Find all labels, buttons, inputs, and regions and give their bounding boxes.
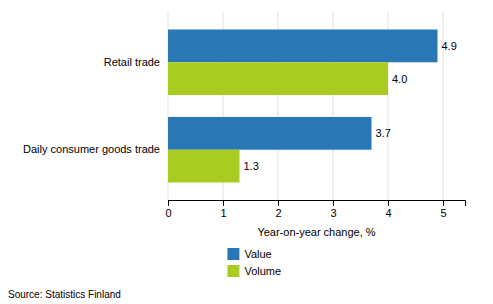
- y-axis: Retail trade Daily consumer goods trade: [23, 56, 160, 155]
- data-label: 4.0: [392, 73, 407, 85]
- tick-mark: [223, 200, 224, 206]
- legend-swatch: [227, 248, 239, 260]
- tick: 3: [330, 200, 336, 219]
- tick-mark: [333, 200, 334, 206]
- legend-label: Value: [244, 248, 271, 260]
- tick-label: 0: [165, 207, 171, 219]
- x-axis-title: Year-on-year change, %: [257, 226, 375, 238]
- tick: Retail trade: [104, 56, 160, 68]
- tick-mark: [443, 200, 444, 206]
- tick-label: Retail trade: [104, 56, 160, 68]
- tick: 4: [385, 200, 391, 219]
- data-labels: 4.9 3.7 4.0 1.3: [244, 40, 457, 172]
- x-axis: 0 1 2 3 4 5: [165, 200, 465, 219]
- tick: 5: [440, 200, 446, 219]
- bar: [168, 150, 240, 183]
- tick-label: Daily consumer goods trade: [23, 143, 160, 155]
- bar: [168, 117, 372, 150]
- legend-swatch: [227, 265, 239, 277]
- tick-mark: [388, 200, 389, 206]
- data-label: 1.3: [244, 160, 259, 172]
- tick: Daily consumer goods trade: [23, 143, 160, 155]
- legend-label: Volume: [244, 265, 281, 277]
- tick-label: 1: [220, 207, 226, 219]
- legend-item: Value: [227, 248, 271, 260]
- tick: 2: [275, 200, 281, 219]
- tick-label: 3: [330, 207, 336, 219]
- legend: Value Volume: [227, 248, 281, 277]
- bars: [168, 29, 438, 182]
- tick-mark: [278, 200, 279, 206]
- data-label: 3.7: [376, 127, 391, 139]
- annotation: Source: Statistics Finland: [8, 289, 121, 300]
- grid: [168, 12, 443, 200]
- tick-mark: [168, 200, 169, 206]
- bar: [168, 62, 388, 95]
- bar: [168, 29, 438, 62]
- tick-label: 5: [440, 207, 446, 219]
- chart: 4.9 3.7 4.0 1.3 0 1 2 3 4 5 Retail trade Daily cons…: [0, 0, 493, 304]
- axis-line: [169, 201, 466, 207]
- plot: 4.9 3.7 4.0 1.3 0 1 2 3 4 5 Retail trade Daily cons…: [23, 12, 465, 219]
- tick: 1: [220, 200, 226, 219]
- tick-label: 4: [385, 207, 391, 219]
- tick-label: 2: [275, 207, 281, 219]
- tick: 0: [165, 200, 171, 219]
- data-label: 4.9: [442, 40, 457, 52]
- legend-item: Volume: [227, 265, 281, 277]
